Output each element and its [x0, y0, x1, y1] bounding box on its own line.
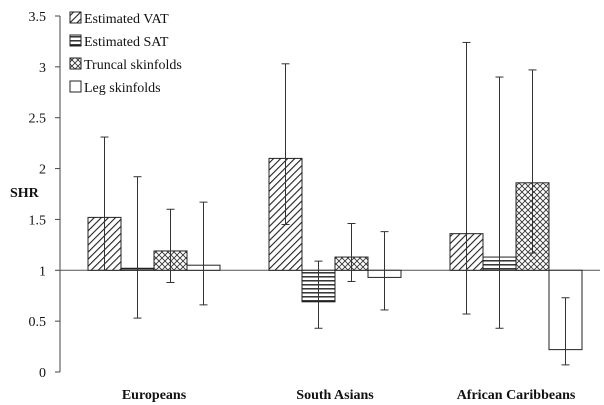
bars — [87, 157, 583, 351]
legend-label: Truncal skinfolds — [84, 58, 182, 73]
y-tick-label: 0 — [39, 366, 46, 381]
x-tick-label: African Caribbeans — [457, 388, 576, 403]
x-tick-label: Europeans — [122, 388, 187, 403]
y-tick-label: 1 — [39, 264, 46, 279]
y-tick-label: 0.5 — [29, 315, 47, 330]
legend-label: Leg skinfolds — [84, 81, 161, 96]
legend-label: Estimated VAT — [84, 12, 169, 27]
legend: Estimated VAT Estimated SAT Truncal skinfo… — [69, 11, 182, 96]
x-tick-labels: Europeans South Asians African Caribbeans — [122, 388, 576, 403]
y-tick-label: 3 — [39, 61, 46, 76]
legend-swatch — [69, 57, 82, 70]
x-tick-label: South Asians — [296, 388, 374, 403]
y-tick-label: 2.5 — [29, 112, 47, 127]
y-tick-label: 1.5 — [29, 213, 47, 228]
legend-swatch — [69, 11, 82, 24]
legend-swatch — [69, 34, 82, 47]
y-tick-label: 3.5 — [29, 10, 47, 25]
legend-label: Estimated SAT — [84, 35, 169, 50]
legend-swatch — [69, 80, 82, 93]
y-axis-label: SHR — [10, 186, 40, 201]
error-bars — [100, 41, 570, 366]
y-tick-label: 2 — [39, 163, 46, 178]
